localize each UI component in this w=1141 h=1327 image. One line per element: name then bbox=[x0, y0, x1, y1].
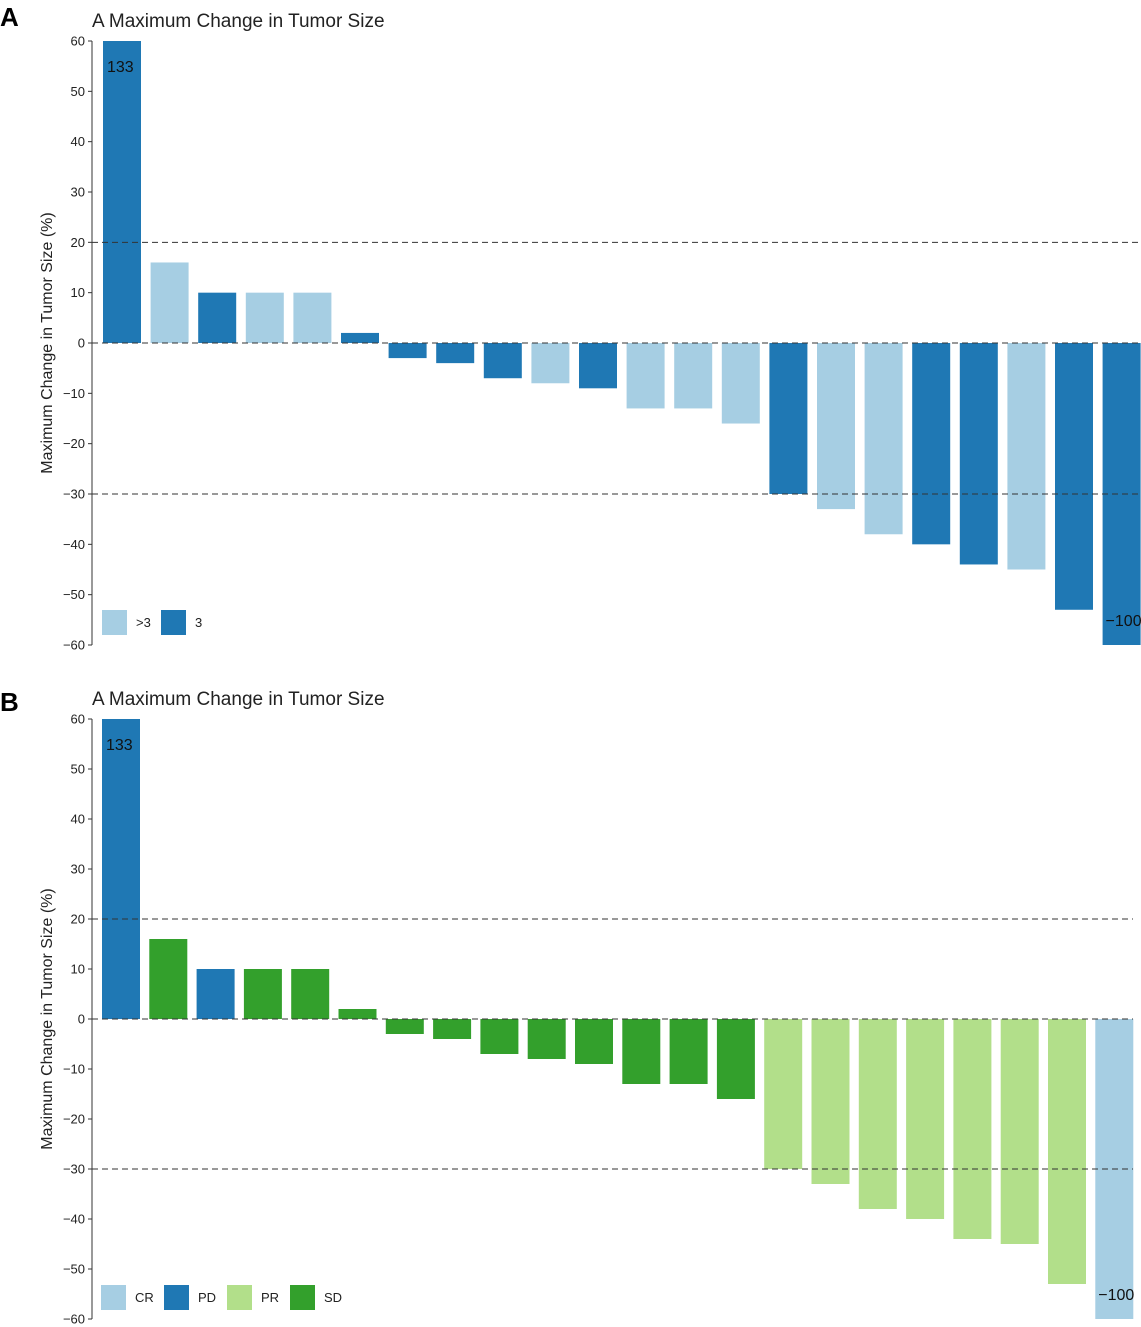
panel-b-y-axis-label: Maximum Change in Tumor Size (%) bbox=[39, 888, 56, 1149]
panel-b-bar bbox=[102, 719, 140, 1019]
panel-b-legend-swatch bbox=[101, 1285, 126, 1310]
panel-a-bar bbox=[721, 343, 760, 424]
panel-a-bar bbox=[341, 332, 379, 343]
panel-a-y-tick-label: 30 bbox=[71, 185, 85, 200]
panel-b-legend-label: PR bbox=[261, 1290, 279, 1305]
panel-a-legend-label: 3 bbox=[195, 615, 202, 630]
panel-b-legend-label: PD bbox=[198, 1290, 216, 1305]
panel-a-y-tick-label: −50 bbox=[63, 587, 85, 602]
panel-a-y-tick-label: 40 bbox=[71, 134, 85, 149]
panel-a-y-tick-label: −60 bbox=[63, 638, 85, 653]
panel-a-bar bbox=[531, 343, 570, 384]
panel-a-y-tick-label: 0 bbox=[78, 336, 85, 351]
panel-a-y-axis-label: Maximum Change in Tumor Size (%) bbox=[39, 212, 56, 473]
panel-a-y-tick-label: −40 bbox=[63, 537, 85, 552]
panel-a-annotation-label: −100 bbox=[1106, 613, 1141, 630]
panel-b-y-tick-label: −50 bbox=[63, 1262, 85, 1277]
panel-b-bar bbox=[906, 1019, 945, 1219]
panel-b-letter: B bbox=[0, 687, 19, 717]
panel-b-y-tick-label: −20 bbox=[63, 1112, 85, 1127]
panel-b-y-tick-label: 60 bbox=[71, 712, 85, 727]
panel-b-bar bbox=[527, 1019, 566, 1059]
panel-b-bar bbox=[243, 969, 282, 1019]
panel-a-y-tick-label: 20 bbox=[71, 235, 85, 250]
panel-a-bar bbox=[864, 343, 903, 535]
panel-b-bar bbox=[764, 1019, 803, 1169]
panel-b-legend-label: CR bbox=[135, 1290, 154, 1305]
panel-a-y-tick-label: −20 bbox=[63, 436, 85, 451]
panel-a-bar bbox=[150, 262, 189, 343]
panel-b-bar bbox=[433, 1019, 472, 1039]
panel-b-title: A Maximum Change in Tumor Size bbox=[92, 689, 385, 710]
panel-b-y-tick-label: −40 bbox=[63, 1212, 85, 1227]
panel-b-y-tick-label: 20 bbox=[71, 912, 85, 927]
panel-a-bar bbox=[293, 292, 332, 343]
panel-b-bar bbox=[385, 1019, 424, 1034]
panel-a-bar bbox=[579, 343, 617, 389]
panel-a-bar bbox=[388, 343, 427, 359]
panel-b-bar bbox=[622, 1019, 661, 1084]
panel-b-bar bbox=[149, 939, 188, 1019]
panel-a-y-tick-label: −30 bbox=[63, 487, 85, 502]
panel-a-annotation-label: 133 bbox=[107, 59, 134, 76]
panel-a-bar bbox=[912, 343, 951, 545]
panel-b-y-tick-label: −10 bbox=[63, 1062, 85, 1077]
panel-b-y-tick-label: −60 bbox=[63, 1312, 85, 1327]
panel-a-bar bbox=[959, 343, 998, 565]
panel-a-bar bbox=[1007, 343, 1046, 570]
panel-b-legend-label: SD bbox=[324, 1290, 342, 1305]
panel-b-y-tick-label: 40 bbox=[71, 812, 85, 827]
panel-a-legend-label: >3 bbox=[136, 615, 151, 630]
panel-a-bar bbox=[245, 292, 284, 343]
panel-a-y-tick-label: −10 bbox=[63, 386, 85, 401]
panel-b-y-tick-label: 50 bbox=[71, 762, 85, 777]
panel-a-y-tick-label: 10 bbox=[71, 285, 85, 300]
panel-a-bar bbox=[103, 41, 141, 343]
panel-b-bar bbox=[716, 1019, 755, 1099]
panel-a-bar bbox=[626, 343, 665, 409]
panel-b-legend-swatch bbox=[290, 1285, 315, 1310]
panel-b-legend-swatch bbox=[227, 1285, 252, 1310]
panel-b-legend-swatch bbox=[164, 1285, 189, 1310]
panel-b-annotation-label: 133 bbox=[106, 737, 133, 754]
panel-a-legend-swatch bbox=[102, 610, 127, 635]
panel-b-bar bbox=[575, 1019, 613, 1064]
panel-a-bar bbox=[483, 343, 522, 379]
panel-b-y-tick-label: 10 bbox=[71, 962, 85, 977]
panel-b-bar bbox=[291, 969, 330, 1019]
panel-a-bar bbox=[198, 292, 237, 343]
panel-b-y-tick-label: −30 bbox=[63, 1162, 85, 1177]
panel-a-bar bbox=[436, 343, 475, 364]
panel-a-y-tick-label: 60 bbox=[71, 34, 85, 49]
panel-b-bar bbox=[1048, 1019, 1086, 1284]
panel-a-letter: A bbox=[0, 2, 19, 32]
panel-b-bar bbox=[338, 1009, 377, 1019]
panel-b-bar bbox=[669, 1019, 708, 1084]
panel-b-bar bbox=[858, 1019, 897, 1209]
panel-a-bar bbox=[769, 343, 808, 494]
panel-a-y-tick-label: 50 bbox=[71, 84, 85, 99]
panel-b-y-tick-label: 0 bbox=[78, 1012, 85, 1027]
panel-a-bar bbox=[674, 343, 713, 409]
panel-a-bar bbox=[817, 343, 855, 510]
panel-b-bar bbox=[196, 969, 235, 1019]
panel-b-bar bbox=[1000, 1019, 1039, 1244]
panel-b-bar bbox=[953, 1019, 992, 1239]
panel-b-y-tick-label: 30 bbox=[71, 862, 85, 877]
panel-a-legend-swatch bbox=[161, 610, 186, 635]
panel-a-bar bbox=[1055, 343, 1093, 610]
panel-b-annotation-label: −100 bbox=[1098, 1287, 1134, 1304]
panel-a-title: A Maximum Change in Tumor Size bbox=[92, 11, 385, 32]
panel-b-bar bbox=[811, 1019, 850, 1184]
panel-b-bar bbox=[480, 1019, 519, 1054]
